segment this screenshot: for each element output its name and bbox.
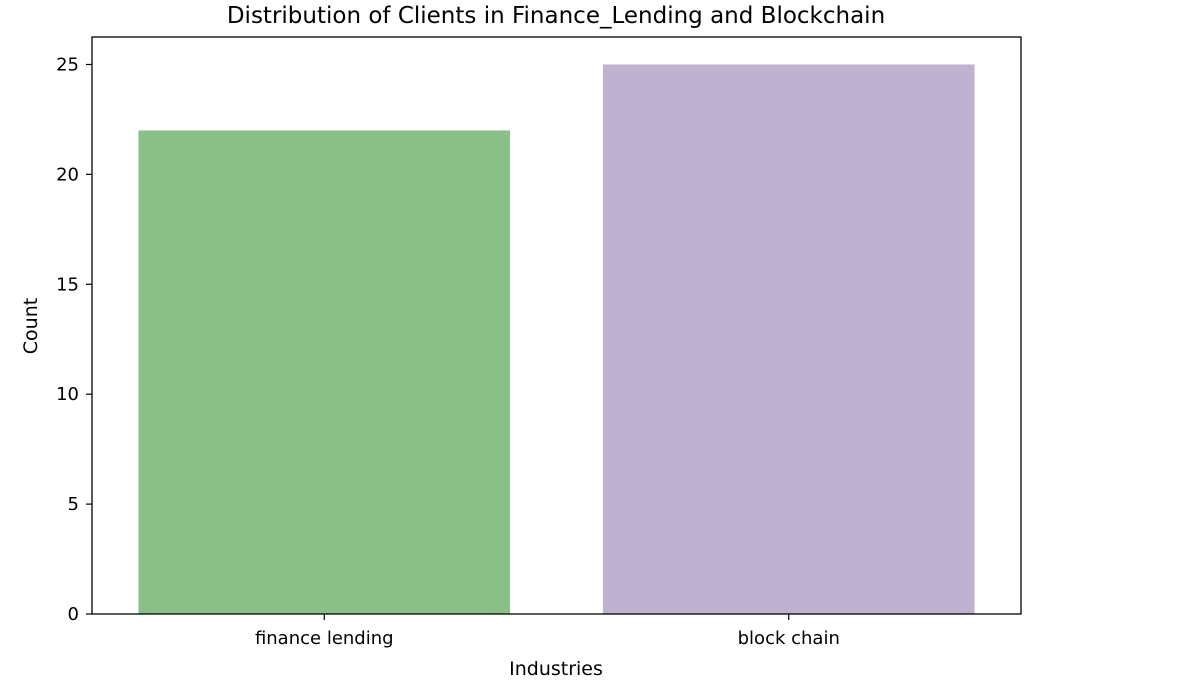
y-tick-label: 20 bbox=[56, 164, 79, 185]
y-tick-label: 10 bbox=[56, 384, 79, 405]
bar-finance-lending bbox=[138, 130, 511, 614]
y-tick-label: 25 bbox=[56, 54, 79, 75]
plot-frame bbox=[91, 36, 1022, 615]
x-tick-label: finance lending bbox=[255, 628, 394, 649]
chart-title: Distribution of Clients in Finance_Lendi… bbox=[227, 3, 885, 29]
y-axis-label: Count bbox=[20, 298, 42, 354]
y-tick-label: 15 bbox=[56, 274, 79, 295]
y-tick-label: 0 bbox=[68, 604, 79, 625]
y-tick-label: 5 bbox=[68, 494, 79, 515]
x-axis-label: Industries bbox=[509, 658, 603, 680]
plot-area: finance lending block chain 0 5 10 15 20 25 bbox=[56, 54, 975, 649]
bar-block-chain bbox=[602, 64, 975, 614]
x-tick-label: block chain bbox=[738, 628, 840, 649]
